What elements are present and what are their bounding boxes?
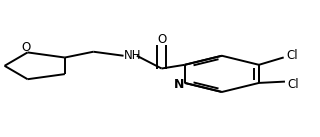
Text: O: O xyxy=(21,41,31,54)
Text: Cl: Cl xyxy=(287,79,299,91)
Text: Cl: Cl xyxy=(286,48,298,62)
Text: O: O xyxy=(157,33,166,46)
Text: N: N xyxy=(174,78,184,91)
Text: NH: NH xyxy=(124,49,142,62)
